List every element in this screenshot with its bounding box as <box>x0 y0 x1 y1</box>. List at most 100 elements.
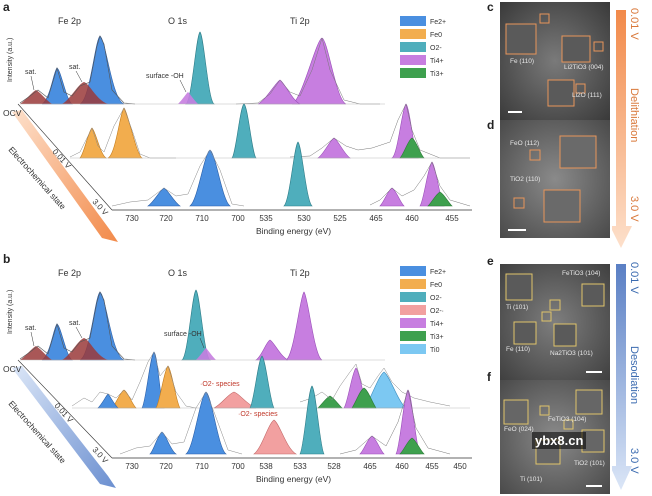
inset-box <box>581 283 605 307</box>
oh-pointer <box>179 79 187 93</box>
ti4-peak <box>317 137 351 159</box>
panel-b-title-fe: Fe 2p <box>58 268 81 278</box>
panel-b-title-ti: Ti 2p <box>290 268 310 278</box>
tick-label: 700 <box>231 462 245 471</box>
panel-a-title-ti: Ti 2p <box>290 16 310 26</box>
surface-oh-label: surface -OH <box>164 331 202 338</box>
tem-image-c: Fe (110) Li2TiO3 (004) Li2O (111) <box>500 2 610 120</box>
legend-swatch <box>400 266 426 276</box>
marker-box <box>539 13 550 24</box>
desodiation-arrow <box>612 264 632 490</box>
raw-line <box>111 149 245 207</box>
panel-e-letter: e <box>487 254 494 268</box>
state-arrow <box>12 366 116 488</box>
panel-b-ocv-ti <box>255 291 323 361</box>
tem-label: Li2TiO3 (004) <box>564 64 604 71</box>
legend-label: Fe0 <box>430 32 442 39</box>
o2-peak <box>249 355 275 409</box>
tem-label: TiO2 (101) <box>574 460 605 467</box>
sat-peak <box>20 90 52 104</box>
panel-b-3v-ti <box>339 389 451 455</box>
tem-texture <box>500 120 610 238</box>
sat-peak <box>62 338 108 360</box>
raw-line <box>339 389 451 455</box>
ti4-peak <box>255 339 289 361</box>
ti3-peak <box>317 395 343 409</box>
raw-line <box>369 161 471 207</box>
tem-image-e: FeTiO3 (104) Ti (101) Fe (110) Na2TiO3 (… <box>500 264 610 380</box>
ti3-peak <box>427 191 453 207</box>
ti4-peak <box>285 291 323 361</box>
marker-box <box>529 149 541 161</box>
raw-line <box>289 103 470 159</box>
tick-label: 535 <box>259 214 273 223</box>
tick-label: 460 <box>395 462 409 471</box>
panel-a-title-fe: Fe 2p <box>58 16 81 26</box>
panel-a-title-o: O 1s <box>168 16 188 26</box>
legend-label: Ti0 <box>430 347 440 354</box>
inset-box <box>543 189 581 223</box>
state-arrow <box>12 110 118 242</box>
fe2-peak <box>149 431 177 455</box>
tem-label: FeO (112) <box>510 140 540 147</box>
fe0-peak <box>79 127 107 159</box>
sat-label: sat. <box>69 64 80 71</box>
panel-a-3v-fe <box>111 149 245 207</box>
legend-swatch <box>400 331 426 341</box>
inset-box <box>505 23 537 55</box>
tick-label: 525 <box>333 214 347 223</box>
o2-peak <box>185 31 215 105</box>
legend-label: Fe2+ <box>430 269 446 276</box>
tick-label: 455 <box>425 462 439 471</box>
ti4-peak <box>359 435 385 455</box>
sat-label: sat. <box>25 69 36 76</box>
species-label: ·O2- species <box>238 411 278 418</box>
lith-mid-label: Delithiation <box>628 88 640 143</box>
panel-b-001v-fe <box>71 351 197 409</box>
raw-line <box>71 351 197 409</box>
tick-label: 530 <box>297 214 311 223</box>
tick-label: 455 <box>445 214 459 223</box>
tick-label: 533 <box>293 462 307 471</box>
legend-label: O2- <box>430 45 442 52</box>
panel-b-3v-fe <box>119 391 243 455</box>
sat-pointer <box>30 331 35 347</box>
sat-pointer <box>75 326 83 339</box>
tem-label: Fe (110) <box>510 58 535 65</box>
marker-box <box>549 299 561 311</box>
ti4-peak <box>379 187 405 207</box>
fe2-peak <box>147 187 181 207</box>
tick-label: 528 <box>327 462 341 471</box>
raw-line <box>19 291 136 361</box>
legend-swatch <box>400 68 426 78</box>
tick-label: 465 <box>369 214 383 223</box>
legend-label: Fe0 <box>430 282 442 289</box>
tick-label: 538 <box>259 462 273 471</box>
raw-line <box>69 107 176 159</box>
side-arrows <box>612 10 632 490</box>
sat-peak <box>20 346 52 360</box>
panel-b-xlabel: Binding energy (eV) <box>256 474 331 484</box>
legend-label: Ti4+ <box>430 321 444 328</box>
panel-b-letter: b <box>3 252 10 266</box>
fe2-peak <box>97 393 119 409</box>
panel-a-001v-ti <box>289 103 470 159</box>
fe2-peak <box>189 149 231 207</box>
panel-a-001v-fe <box>69 107 176 159</box>
surface-oh-label: surface -OH <box>146 73 184 80</box>
tem-texture <box>500 264 610 380</box>
tem-label: Na2TiO3 (101) <box>550 350 593 357</box>
legend-label: Fe2+ <box>430 19 446 26</box>
legend-swatch <box>400 344 426 354</box>
marker-box <box>539 405 550 416</box>
raw-line <box>235 37 380 105</box>
fe2-peak <box>41 323 73 361</box>
delithiation-arrow <box>612 10 632 248</box>
lith-top-label: 0.01 V <box>628 8 640 40</box>
inset-box <box>513 321 537 345</box>
panel-a-3v-o <box>283 141 313 207</box>
ti3-peak <box>399 437 425 455</box>
o2minus-peak <box>213 391 257 409</box>
tem-image-d: FeO (112) TiO2 (110) <box>500 120 610 238</box>
panel-a-ocv-o: surface -OH <box>146 31 215 105</box>
